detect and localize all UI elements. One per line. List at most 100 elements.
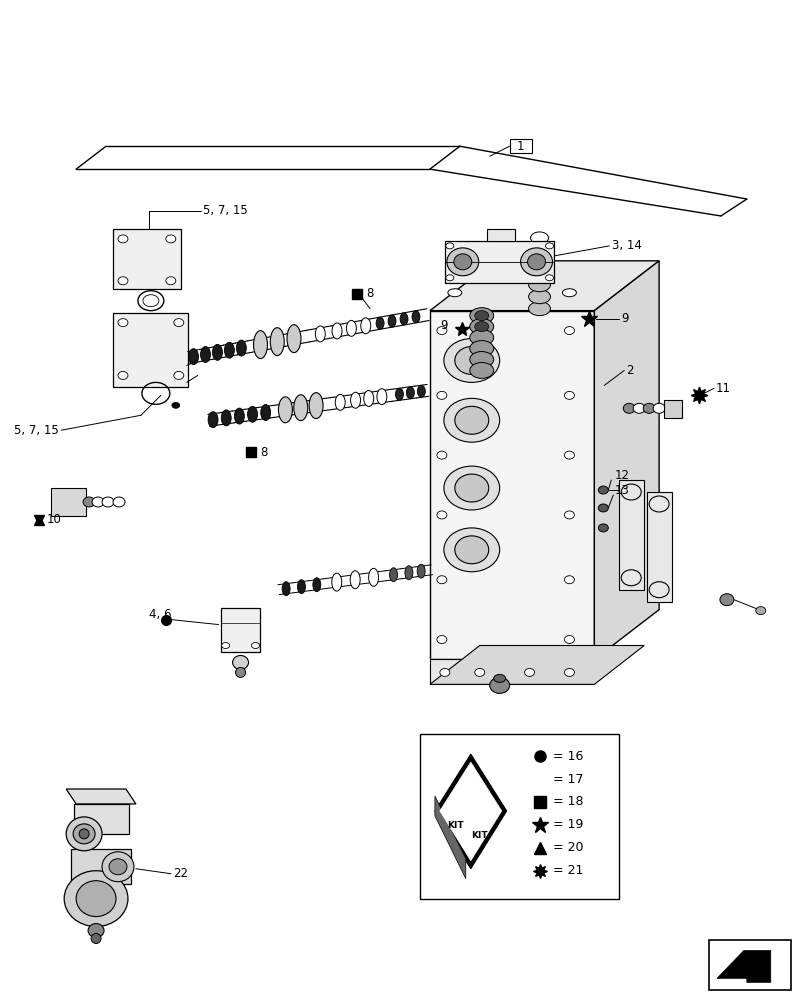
Ellipse shape — [453, 254, 471, 270]
Polygon shape — [435, 796, 466, 879]
Text: 9: 9 — [440, 319, 448, 332]
Ellipse shape — [454, 406, 488, 434]
Ellipse shape — [454, 347, 488, 374]
Bar — [486, 229, 514, 241]
Polygon shape — [435, 754, 506, 869]
Ellipse shape — [346, 320, 356, 336]
Text: KIT: KIT — [470, 831, 487, 840]
Ellipse shape — [88, 924, 104, 937]
Polygon shape — [429, 311, 594, 659]
Ellipse shape — [92, 497, 104, 507]
Ellipse shape — [76, 881, 116, 917]
Ellipse shape — [188, 349, 198, 365]
Ellipse shape — [528, 266, 550, 280]
Ellipse shape — [350, 571, 360, 589]
Ellipse shape — [165, 235, 175, 243]
Ellipse shape — [445, 275, 453, 281]
Ellipse shape — [102, 852, 134, 882]
Ellipse shape — [360, 318, 371, 334]
Ellipse shape — [436, 327, 446, 335]
Ellipse shape — [436, 511, 446, 519]
Ellipse shape — [489, 677, 509, 693]
Bar — [663, 400, 681, 418]
Ellipse shape — [528, 290, 550, 304]
Ellipse shape — [493, 674, 505, 682]
Ellipse shape — [281, 582, 290, 596]
Ellipse shape — [598, 524, 607, 532]
Text: 13: 13 — [614, 484, 629, 497]
Ellipse shape — [520, 248, 551, 276]
Ellipse shape — [113, 497, 125, 507]
Bar — [646, 492, 672, 602]
Polygon shape — [594, 261, 659, 659]
Ellipse shape — [598, 486, 607, 494]
Ellipse shape — [118, 235, 128, 243]
Ellipse shape — [251, 643, 260, 648]
Ellipse shape — [436, 636, 446, 644]
Ellipse shape — [524, 668, 534, 676]
Ellipse shape — [652, 403, 664, 413]
Ellipse shape — [73, 824, 95, 844]
Ellipse shape — [598, 504, 607, 512]
Ellipse shape — [564, 511, 573, 519]
Ellipse shape — [444, 398, 499, 442]
Ellipse shape — [528, 278, 550, 292]
Ellipse shape — [83, 497, 95, 507]
Bar — [509, 139, 531, 153]
Ellipse shape — [79, 829, 89, 839]
Text: = 20: = 20 — [553, 841, 583, 854]
Ellipse shape — [297, 580, 305, 594]
Ellipse shape — [294, 395, 307, 421]
Ellipse shape — [118, 277, 128, 285]
Bar — [113, 313, 187, 387]
Bar — [74, 804, 129, 834]
Ellipse shape — [64, 871, 128, 927]
Ellipse shape — [642, 403, 654, 413]
Ellipse shape — [221, 643, 230, 648]
Ellipse shape — [470, 319, 493, 335]
Ellipse shape — [350, 392, 360, 408]
Ellipse shape — [545, 275, 553, 281]
Text: 4, 6: 4, 6 — [148, 608, 171, 621]
Ellipse shape — [405, 566, 412, 580]
Ellipse shape — [417, 385, 425, 397]
Ellipse shape — [66, 817, 102, 851]
Ellipse shape — [232, 655, 248, 669]
Bar — [619, 480, 643, 590]
Ellipse shape — [474, 322, 488, 332]
Ellipse shape — [436, 451, 446, 459]
Ellipse shape — [102, 497, 114, 507]
Ellipse shape — [309, 393, 323, 419]
Ellipse shape — [208, 412, 218, 428]
Ellipse shape — [755, 607, 765, 615]
Ellipse shape — [454, 474, 488, 502]
Text: 11: 11 — [715, 382, 730, 395]
Ellipse shape — [368, 568, 378, 586]
Text: 10: 10 — [46, 513, 61, 526]
Ellipse shape — [253, 331, 267, 359]
Ellipse shape — [376, 389, 386, 405]
Polygon shape — [716, 950, 770, 982]
Text: 12: 12 — [614, 469, 629, 482]
Ellipse shape — [528, 254, 550, 268]
Polygon shape — [429, 659, 594, 684]
Text: 5, 7, 15: 5, 7, 15 — [203, 204, 247, 217]
Ellipse shape — [564, 391, 573, 399]
Text: 3, 14: 3, 14 — [611, 239, 642, 252]
Ellipse shape — [315, 326, 325, 342]
Ellipse shape — [440, 668, 449, 676]
Polygon shape — [429, 646, 643, 684]
Text: 8: 8 — [260, 446, 268, 459]
Ellipse shape — [247, 406, 257, 422]
Ellipse shape — [174, 371, 183, 379]
Ellipse shape — [165, 277, 175, 285]
Ellipse shape — [470, 362, 493, 378]
Ellipse shape — [474, 311, 488, 321]
Bar — [221, 608, 260, 652]
Ellipse shape — [411, 311, 419, 323]
Ellipse shape — [400, 313, 407, 325]
Ellipse shape — [470, 341, 493, 356]
Polygon shape — [440, 762, 501, 861]
Ellipse shape — [470, 352, 493, 367]
Ellipse shape — [545, 243, 553, 249]
